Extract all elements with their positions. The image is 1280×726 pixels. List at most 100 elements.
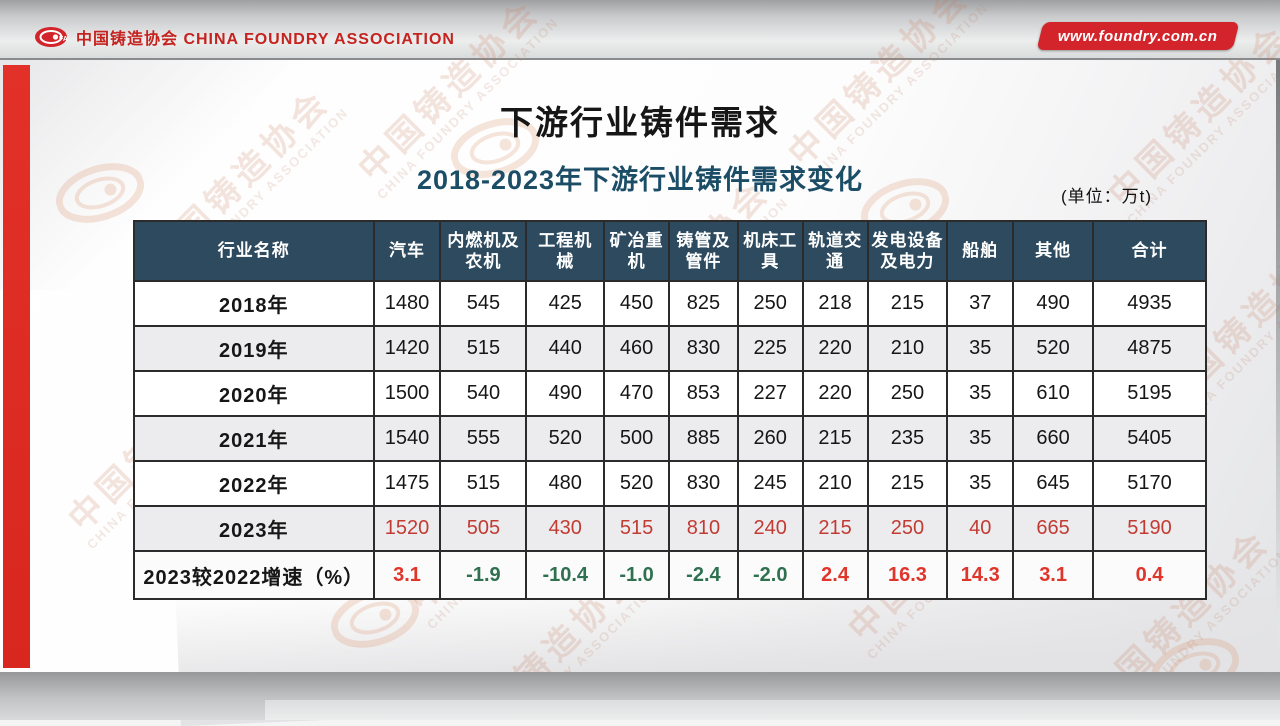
value-cell: 665 — [1012, 505, 1095, 552]
table-row: 2022年 1475 515 480 520 830 245 210 215 35 645 5170 — [133, 460, 1207, 507]
footer-step — [265, 700, 1280, 720]
value-cell: 825 — [668, 280, 739, 327]
value-cell: 35 — [946, 370, 1015, 417]
year-cell: 2020年 — [133, 370, 375, 417]
brand-name: 中国铸造协会 CHINA FOUNDRY ASSOCIATION — [76, 31, 455, 48]
value-cell: 450 — [603, 280, 670, 327]
growth-value-cell: 3.1 — [1012, 550, 1095, 600]
value-cell: 210 — [801, 460, 869, 507]
value-cell: 40 — [946, 505, 1015, 552]
value-cell: 830 — [668, 460, 739, 507]
value-cell: 1480 — [372, 280, 442, 327]
growth-value-cell: -2.4 — [668, 550, 739, 600]
value-cell: 490 — [1012, 280, 1095, 327]
value-cell: 225 — [736, 325, 804, 372]
brand: FA 中国铸造协会 CHINA FOUNDRY ASSOCIATION — [34, 25, 455, 49]
value-cell: 440 — [525, 325, 606, 372]
value-cell: 227 — [736, 370, 804, 417]
value-cell: 5170 — [1092, 460, 1207, 507]
column-header: 机床工具 — [736, 220, 804, 282]
value-cell: 215 — [801, 415, 869, 462]
column-header: 合计 — [1092, 220, 1207, 282]
year-cell: 2023年 — [133, 505, 375, 552]
growth-value-cell: 16.3 — [866, 550, 949, 600]
value-cell: 37 — [946, 280, 1015, 327]
value-cell: 1475 — [372, 460, 442, 507]
svg-text:FA: FA — [59, 36, 68, 43]
value-cell: 810 — [668, 505, 739, 552]
column-header: 铸管及管件 — [668, 220, 739, 282]
value-cell: 215 — [866, 280, 949, 327]
value-cell: 240 — [736, 505, 804, 552]
value-cell: 660 — [1012, 415, 1095, 462]
value-cell: 35 — [946, 460, 1015, 507]
value-cell: 250 — [736, 280, 804, 327]
year-cell: 2021年 — [133, 415, 375, 462]
website-badge: www.foundry.com.cn — [1036, 22, 1240, 50]
value-cell: 1520 — [372, 505, 442, 552]
value-cell: 4875 — [1092, 325, 1207, 372]
column-header: 船舶 — [946, 220, 1015, 282]
growth-value-cell: -2.0 — [736, 550, 804, 600]
table-row: 2023年 1520 505 430 515 810 240 215 250 40 665 5190 — [133, 505, 1207, 552]
growth-value-cell: 14.3 — [946, 550, 1015, 600]
value-cell: 5405 — [1092, 415, 1207, 462]
value-cell: 220 — [801, 325, 869, 372]
value-cell: 250 — [866, 370, 949, 417]
value-cell: 220 — [801, 370, 869, 417]
value-cell: 515 — [439, 460, 528, 507]
growth-value-cell: 2.4 — [801, 550, 869, 600]
value-cell: 480 — [525, 460, 606, 507]
demand-table: 行业名称 汽车 内燃机及农机 工程机械 矿冶重机 铸管及管件 机床工具 轨道交通 发电设备及电力… — [133, 220, 1207, 600]
growth-value-cell: 3.1 — [372, 550, 442, 600]
column-header: 矿冶重机 — [603, 220, 670, 282]
page-title: 下游行业铸件需求 — [500, 104, 780, 141]
column-header: 其他 — [1012, 220, 1095, 282]
right-edge-shadow — [1276, 60, 1280, 620]
value-cell: 555 — [439, 415, 528, 462]
cfa-logo-icon: FA — [35, 27, 68, 47]
column-header: 发电设备及电力 — [866, 220, 949, 282]
value-cell: 260 — [736, 415, 804, 462]
value-cell: 215 — [866, 460, 949, 507]
value-cell: 645 — [1012, 460, 1095, 507]
value-cell: 505 — [439, 505, 528, 552]
column-header: 汽车 — [372, 220, 442, 282]
column-header: 轨道交通 — [801, 220, 869, 282]
table-row: 2019年 1420 515 440 460 830 225 220 210 35 520 4875 — [133, 325, 1207, 372]
value-cell: 520 — [603, 460, 670, 507]
header-band: FA 中国铸造协会 CHINA FOUNDRY ASSOCIATION www.… — [0, 0, 1280, 60]
value-cell: 515 — [603, 505, 670, 552]
value-cell: 430 — [525, 505, 606, 552]
value-cell: 520 — [525, 415, 606, 462]
growth-value-cell: -1.9 — [439, 550, 528, 600]
value-cell: 490 — [525, 370, 606, 417]
column-header: 内燃机及农机 — [439, 220, 528, 282]
table-row: 2018年 1480 545 425 450 825 250 218 215 37 490 4935 — [133, 280, 1207, 327]
table-row: 2020年 1500 540 490 470 853 227 220 250 35 610 5195 — [133, 370, 1207, 417]
value-cell: 520 — [1012, 325, 1095, 372]
value-cell: 545 — [439, 280, 528, 327]
value-cell: 425 — [525, 280, 606, 327]
unit-note: (单位：万t) — [1060, 187, 1152, 206]
column-header: 工程机械 — [525, 220, 606, 282]
year-cell: 2022年 — [133, 460, 375, 507]
column-header: 行业名称 — [133, 220, 375, 282]
value-cell: 515 — [439, 325, 528, 372]
value-cell: 540 — [439, 370, 528, 417]
value-cell: 1500 — [372, 370, 442, 417]
value-cell: 4935 — [1092, 280, 1207, 327]
value-cell: 610 — [1012, 370, 1095, 417]
growth-value-cell: -10.4 — [525, 550, 606, 600]
page-subtitle: 2018-2023年下游行业铸件需求变化 — [416, 165, 864, 195]
value-cell: 470 — [603, 370, 670, 417]
value-cell: 830 — [668, 325, 739, 372]
growth-row: 2023较2022增速（%） 3.1 -1.9 -10.4 -1.0 -2.4 -2.0 2.… — [133, 550, 1207, 600]
value-cell: 245 — [736, 460, 804, 507]
year-cell: 2018年 — [133, 280, 375, 327]
value-cell: 218 — [801, 280, 869, 327]
value-cell: 215 — [801, 505, 869, 552]
value-cell: 35 — [946, 325, 1015, 372]
value-cell: 35 — [946, 415, 1015, 462]
